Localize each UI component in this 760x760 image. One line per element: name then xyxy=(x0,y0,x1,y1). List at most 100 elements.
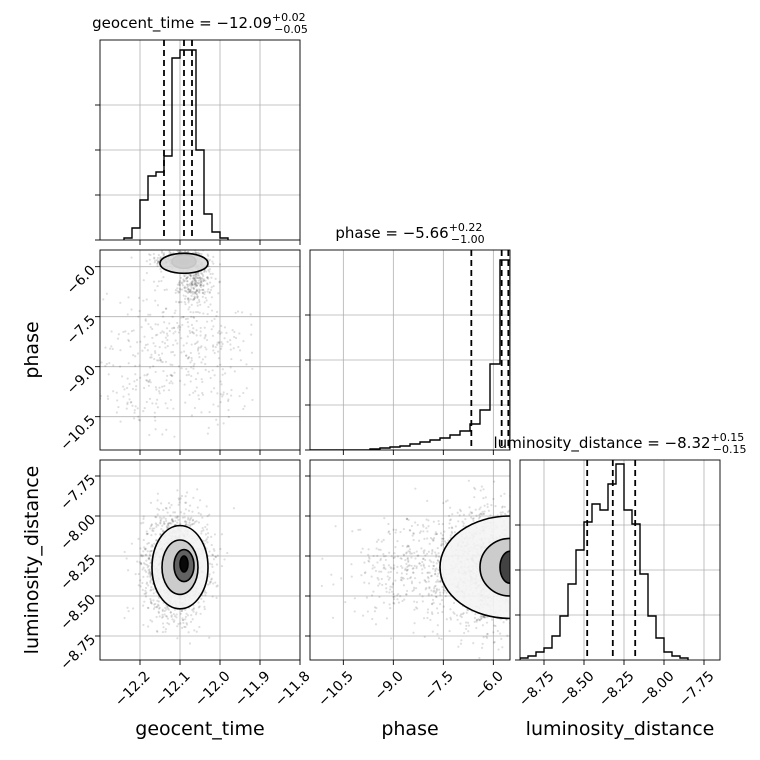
scatter-point-1618 xyxy=(427,565,431,568)
scatter-point-653 xyxy=(198,298,201,302)
scatter-point-1491 xyxy=(448,514,451,517)
title-minus-error: −1.00 xyxy=(451,233,485,246)
scatter-point-130 xyxy=(170,503,173,507)
histogram-bin-10 xyxy=(600,510,608,660)
scatter-point-686 xyxy=(442,537,445,540)
scatter-point-146 xyxy=(153,257,156,260)
scatter-point-652 xyxy=(203,301,206,304)
scatter-point-244 xyxy=(449,608,452,611)
scatter-point-178 xyxy=(511,568,513,570)
scatter-point-812 xyxy=(211,334,215,337)
scatter-point-1561 xyxy=(412,532,415,535)
phase-y-axis-tick-label-0: −10.5 xyxy=(57,412,99,454)
scatter-point-1049 xyxy=(465,624,468,627)
scatter-point-1566 xyxy=(353,610,356,613)
scatter-point-636 xyxy=(490,618,494,621)
scatter-point-1417 xyxy=(405,545,409,549)
scatter-point-1546 xyxy=(391,582,395,585)
scatter-point-738 xyxy=(193,316,196,319)
scatter-point-849 xyxy=(179,379,182,382)
scatter-point-1031 xyxy=(107,373,110,376)
scatter-point-484 xyxy=(145,570,148,573)
scatter-point-1060 xyxy=(227,408,230,412)
scatter-point-901 xyxy=(143,335,146,338)
scatter-point-1394 xyxy=(157,607,161,610)
scatter-point-658 xyxy=(194,277,197,280)
scatter-point-1351 xyxy=(153,603,156,606)
scatter-point-1450 xyxy=(208,573,211,576)
scatter-point-1322 xyxy=(401,599,404,603)
scatter-point-1479 xyxy=(437,523,441,526)
scatter-point-779 xyxy=(199,326,202,330)
scatter-point-606 xyxy=(150,523,153,526)
scatter-point-1202 xyxy=(332,583,335,586)
scatter-point-769 xyxy=(226,340,229,343)
scatter-point-1255 xyxy=(416,523,419,527)
scatter-point-568 xyxy=(205,299,208,302)
scatter-point-1580 xyxy=(393,602,396,605)
scatter-point-1125 xyxy=(204,362,207,366)
scatter-point-406 xyxy=(475,626,478,630)
scatter-point-842 xyxy=(180,300,183,304)
scatter-point-1266 xyxy=(388,551,391,554)
scatter-point-861 xyxy=(154,334,158,337)
scatter-point-963 xyxy=(161,433,164,436)
scatter-point-742 xyxy=(148,568,151,571)
scatter-point-487 xyxy=(190,280,193,284)
phase-axis-tick-label-0: −10.5 xyxy=(315,668,357,710)
scatter-point-1054 xyxy=(152,365,155,368)
scatter-point-379 xyxy=(483,616,486,619)
scatter-point-763 xyxy=(144,319,147,322)
scatter-point-940 xyxy=(147,606,150,610)
scatter-point-411 xyxy=(194,273,198,276)
scatter-point-421 xyxy=(178,283,181,286)
scatter-point-409 xyxy=(200,280,203,283)
scatter-point-1278 xyxy=(387,571,390,574)
scatter-point-1205 xyxy=(449,616,452,619)
scatter-point-53 xyxy=(519,665,521,667)
scatter-clip-group xyxy=(100,250,254,438)
scatter-point-569 xyxy=(472,519,475,523)
scatter-point-1609 xyxy=(166,607,169,610)
scatter-point-165 xyxy=(162,254,165,257)
scatter-point-476 xyxy=(190,523,194,526)
scatter-point-133 xyxy=(144,563,147,566)
scatter-point-1032 xyxy=(145,400,148,404)
scatter-point-785 xyxy=(153,357,156,361)
scatter-point-922 xyxy=(130,330,134,333)
scatter-point-857 xyxy=(119,301,122,304)
scatter-point-1102 xyxy=(165,379,168,382)
scatter-point-705 xyxy=(204,346,207,349)
scatter-point-1101 xyxy=(187,373,191,376)
scatter-point-1489 xyxy=(130,542,133,545)
scatter-point-773 xyxy=(142,299,145,302)
scatter-point-1541 xyxy=(411,571,415,574)
scatter-point-736 xyxy=(185,354,188,357)
scatter-point-445 xyxy=(510,574,512,576)
scatter-point-292 xyxy=(503,492,506,495)
scatter-point-346 xyxy=(189,620,193,623)
scatter-point-727 xyxy=(204,355,207,358)
scatter-point-814 xyxy=(234,311,237,314)
scatter-point-419 xyxy=(200,281,203,285)
luminosity-distance-y-axis-tick-label-3: −8.00 xyxy=(57,512,99,554)
scatter-point-589 xyxy=(207,288,210,291)
scatter-point-447 xyxy=(198,605,201,608)
scatter-point-982 xyxy=(511,600,513,602)
scatter-point-755 xyxy=(477,618,480,621)
scatter-point-693 xyxy=(102,298,105,301)
scatter-point-1012 xyxy=(205,591,208,594)
scatter-point-534 xyxy=(193,278,196,281)
scatter-point-416 xyxy=(195,288,198,291)
scatter-point-799 xyxy=(206,536,209,539)
scatter-point-946 xyxy=(219,547,222,551)
scatter-point-1083 xyxy=(513,554,515,556)
scatter-point-528 xyxy=(159,521,162,524)
scatter-point-1057 xyxy=(148,550,151,553)
scatter-point-1500 xyxy=(397,601,401,604)
scatter-point-1476 xyxy=(139,585,142,588)
scatter-point-1439 xyxy=(440,537,444,540)
scatter-point-35 xyxy=(435,595,438,599)
scatter-point-1581 xyxy=(448,630,451,633)
scatter-point-1601 xyxy=(482,615,485,619)
